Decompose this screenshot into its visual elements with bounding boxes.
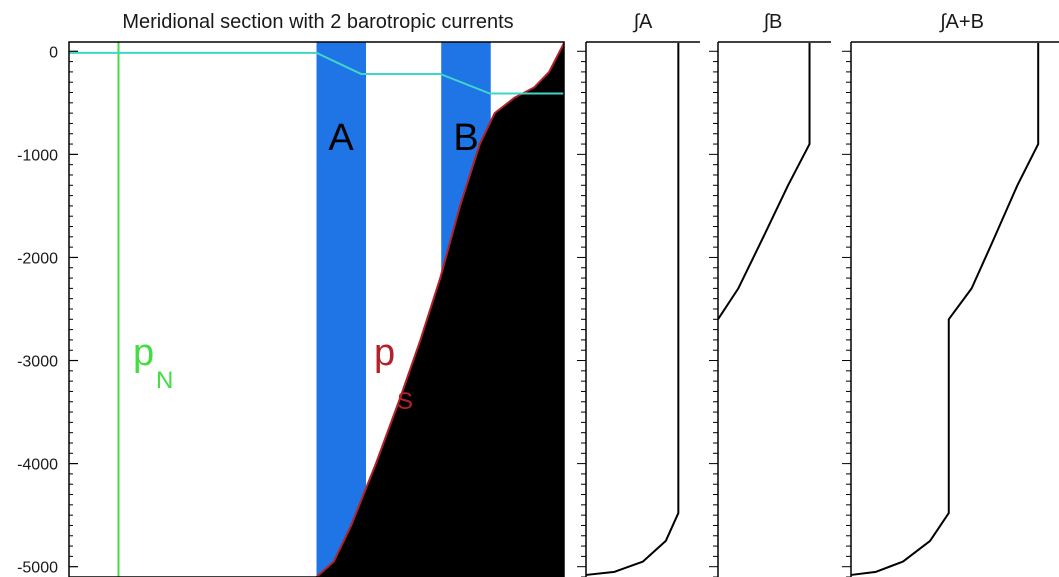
interface-line	[69, 51, 564, 95]
ocean-bottom	[316, 42, 564, 577]
main-panel-title: Meridional section with 2 barotropic cur…	[122, 11, 513, 33]
main-plot-area	[69, 42, 565, 577]
panel-a	[577, 41, 700, 577]
label-p-n: p	[133, 332, 154, 374]
panel-ab-profile-line	[850, 43, 1040, 576]
y-axis: 0 -1000 -2000 -3000 -4000 -5000	[17, 44, 78, 577]
panel-b-profile-line	[717, 43, 811, 320]
label-current-a: A	[328, 117, 354, 159]
panel-a-profile-line	[585, 43, 680, 576]
current-a-band	[316, 42, 366, 577]
y-tick-label: -3000	[17, 354, 58, 371]
y-tick-label: -2000	[17, 250, 58, 267]
label-p-s-subscript: S	[397, 388, 413, 415]
panel-ab	[842, 41, 1059, 577]
panel-ab-title: ∫A+B	[939, 11, 984, 33]
y-tick-label: -4000	[17, 457, 58, 474]
label-p-s: p	[374, 332, 395, 374]
panel-a-title: ∫A	[633, 11, 653, 33]
y-tick-label: 0	[49, 44, 58, 61]
bottom-edge-line	[315, 42, 565, 577]
label-p-n-subscript: N	[156, 367, 173, 394]
y-tick-label: -5000	[17, 560, 58, 577]
main-panel-frame	[68, 41, 565, 577]
panel-b-title: ∫B	[763, 11, 783, 33]
y-tick-label: -1000	[17, 147, 58, 164]
label-current-b: B	[453, 117, 478, 159]
panel-b	[709, 41, 831, 577]
integral-panels	[577, 41, 1059, 577]
